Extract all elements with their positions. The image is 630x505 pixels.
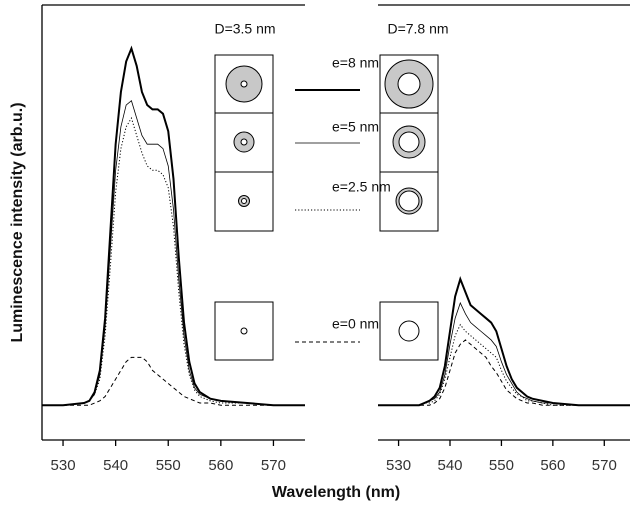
spectrum-line [42, 116, 305, 406]
x-tick-label: 560 [540, 457, 565, 474]
x-tick-label: 570 [261, 457, 286, 474]
spectrum-line [42, 45, 305, 407]
core-icon [398, 131, 420, 153]
spectrum-line [42, 100, 305, 406]
x-axis-title: Wavelength (nm) [272, 484, 400, 501]
spectrum-line [378, 275, 630, 407]
core-icon [397, 72, 421, 96]
core-icon [240, 80, 248, 88]
x-tick-label: 530 [386, 457, 411, 474]
legend-label: e=0 nm [332, 316, 379, 332]
core-icon [240, 327, 248, 335]
panel-title: D=3.5 nm [214, 21, 275, 37]
x-tick-label: 550 [156, 457, 181, 474]
inset-box [379, 171, 439, 232]
x-tick-label: 540 [103, 457, 128, 474]
panel-title: D=7.8 nm [387, 21, 448, 37]
spectrum-line [378, 323, 630, 406]
insets [214, 54, 439, 361]
core-icon [398, 320, 420, 342]
x-tick-label: 540 [437, 457, 462, 474]
core-icon [398, 190, 420, 212]
x-tick-label: 560 [208, 457, 233, 474]
core-icon [241, 198, 247, 204]
legend-label: e=8 nm [332, 55, 379, 71]
spectrum-line [378, 339, 630, 406]
legend-label: e=2.5 nm [332, 179, 391, 195]
spectrum-line [378, 301, 630, 406]
y-axis-title: Luminescence intensity (arb.u.) [9, 102, 26, 342]
x-tick-label: 550 [489, 457, 514, 474]
spectrum-line [42, 356, 305, 406]
x-tick-label: 570 [592, 457, 617, 474]
x-tick-label: 530 [51, 457, 76, 474]
legend-label: e=5 nm [332, 119, 379, 135]
core-icon [240, 138, 248, 146]
